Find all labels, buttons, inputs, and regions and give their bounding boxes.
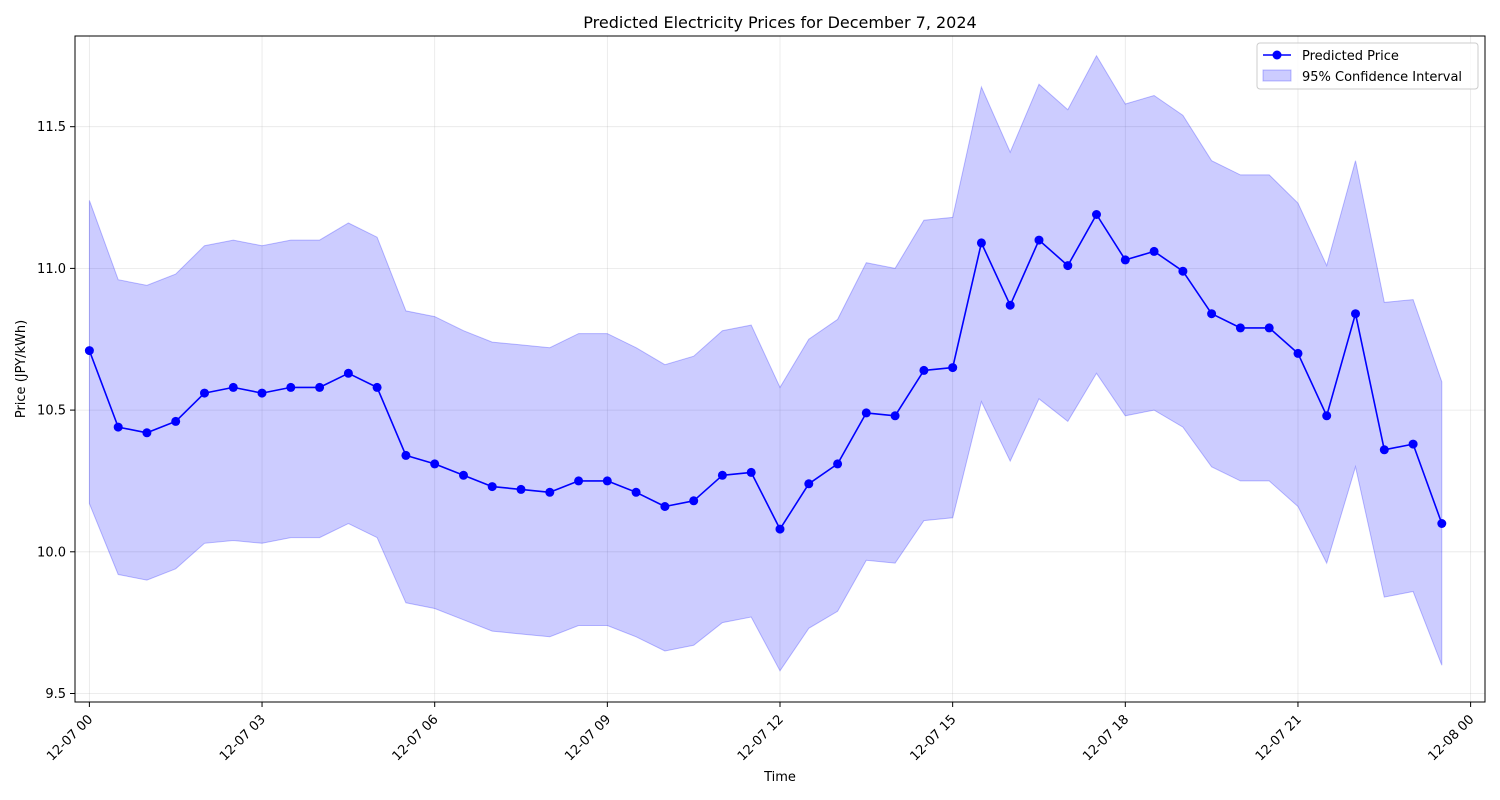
x-axis-ticks: 12-07 00 12-07 03 12-07 06 12-07 09 12-07 12… (44, 702, 1477, 764)
predicted-price-point (1264, 323, 1274, 333)
predicted-price-point (631, 487, 641, 497)
x-tick-label: 12-07 21 (1253, 712, 1305, 764)
predicted-price-point (1120, 255, 1130, 265)
predicted-price-point (1235, 323, 1245, 333)
legend: Predicted Price 95% Confidence Interval (1256, 42, 1479, 90)
predicted-price-point (1092, 210, 1101, 219)
legend-marker-swatch (1272, 50, 1282, 60)
y-axis-title: Price (JPY/kWh) (14, 320, 29, 418)
x-tick-label: 12-07 12 (735, 712, 787, 764)
predicted-price-point (142, 428, 152, 438)
confidence-interval-band (88, 54, 1443, 672)
predicted-price-point (574, 476, 584, 486)
chart-title: Predicted Electricity Prices for Decembe… (583, 13, 976, 32)
x-tick-label: 12-07 06 (390, 712, 442, 764)
x-tick-label: 12-08 00 (1426, 712, 1478, 764)
y-tick-label: 11.0 (37, 262, 66, 277)
predicted-price-point (228, 382, 238, 392)
predicted-price-point (1063, 261, 1073, 271)
y-tick-label: 11.5 (37, 120, 66, 135)
predicted-price-point (430, 459, 440, 469)
predicted-price-point (1379, 445, 1389, 455)
predicted-price-point (746, 467, 756, 477)
predicted-price-point (919, 365, 929, 375)
predicted-price-point (1149, 246, 1159, 256)
predicted-price-point (861, 408, 871, 418)
predicted-price-point (833, 459, 843, 469)
legend-label-confidence-interval: 95% Confidence Interval (1302, 70, 1462, 85)
predicted-price-point (602, 476, 612, 486)
price-line-layer (88, 213, 1443, 530)
x-tick-label: 12-07 18 (1080, 712, 1132, 764)
predicted-price-point (717, 470, 727, 480)
predicted-price-point (315, 382, 325, 392)
x-axis-title: Time (763, 770, 796, 785)
y-tick-label: 10.0 (37, 545, 66, 560)
predicted-price-point (775, 524, 785, 534)
predicted-price-point (200, 388, 209, 398)
predicted-price-point (1034, 235, 1044, 245)
predicted-price-point (372, 382, 382, 392)
predicted-price-point (890, 411, 900, 421)
predicted-price-point (343, 368, 353, 378)
predicted-price-line (88, 213, 1443, 530)
predicted-price-point (1408, 439, 1418, 449)
predicted-price-point (976, 238, 986, 248)
legend-band-swatch (1262, 69, 1292, 82)
x-tick-label: 12-07 03 (217, 712, 269, 764)
predicted-price-point (257, 388, 267, 398)
predicted-price-point (804, 479, 814, 489)
predicted-price-point (459, 470, 468, 480)
predicted-price-point (1207, 309, 1217, 319)
predicted-price-point (487, 482, 497, 492)
price-points-layer (84, 210, 1447, 534)
predicted-price-point (171, 416, 181, 426)
predicted-price-point (660, 502, 670, 511)
legend-label-predicted-price: Predicted Price (1302, 49, 1399, 64)
x-tick-label: 12-07 00 (44, 712, 96, 764)
predicted-price-point (948, 363, 958, 373)
predicted-price-point (1293, 348, 1303, 358)
y-tick-label: 9.5 (45, 687, 66, 702)
predicted-price-point (1178, 266, 1188, 276)
predicted-price-point (516, 484, 526, 494)
confidence-band-layer (88, 54, 1443, 672)
predicted-price-point (1005, 300, 1015, 310)
predicted-price-point (689, 496, 699, 506)
y-axis-ticks: 9.5 10.0 10.5 11.0 11.5 (37, 120, 75, 702)
predicted-price-point (286, 382, 296, 392)
y-tick-label: 10.5 (37, 404, 66, 419)
predicted-price-point (545, 487, 555, 497)
predicted-price-point (1351, 309, 1360, 319)
x-tick-label: 12-07 09 (562, 712, 614, 764)
predicted-price-point (401, 450, 411, 460)
predicted-price-point (84, 346, 94, 356)
x-tick-label: 12-07 15 (908, 712, 960, 764)
predicted-price-point (1322, 411, 1332, 421)
predicted-price-point (1437, 519, 1447, 528)
predicted-price-point (113, 422, 123, 432)
legend-box (1256, 42, 1479, 90)
